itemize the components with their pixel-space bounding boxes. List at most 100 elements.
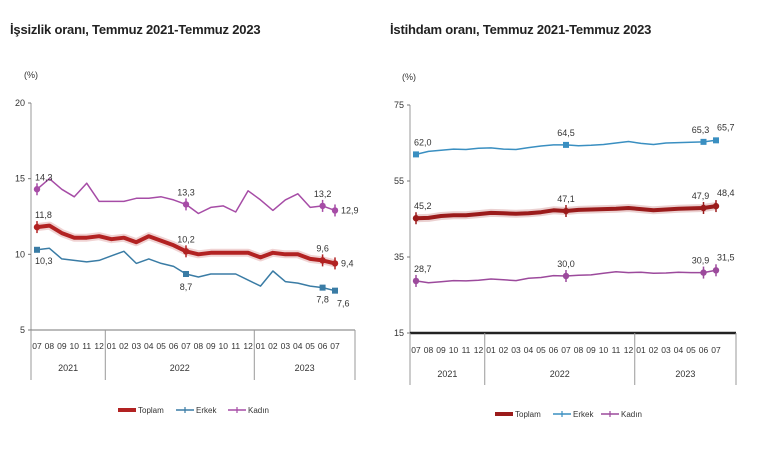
x-tick-label: 07 xyxy=(330,341,340,351)
employment-chart-title: İstihdam oranı, Temmuz 2021-Temmuz 2023 xyxy=(390,22,652,37)
x-tick-label: 09 xyxy=(57,341,67,351)
data-point-marker xyxy=(563,141,569,148)
y-tick-label: 20 xyxy=(15,98,25,108)
x-tick-label: 07 xyxy=(32,341,42,351)
x-tick-label: 09 xyxy=(436,345,446,355)
data-point-marker xyxy=(332,287,338,294)
x-tick-label: 11 xyxy=(612,345,621,355)
x-tick-label: 02 xyxy=(499,345,509,355)
data-point-marker xyxy=(700,138,707,145)
x-tick-label: 12 xyxy=(243,341,253,351)
y-axis-unit-label: (%) xyxy=(24,70,38,80)
legend-label-toplam: Toplam xyxy=(138,406,164,415)
x-tick-label: 12 xyxy=(624,345,634,355)
x-tick-label: 08 xyxy=(574,345,584,355)
data-label: 28,7 xyxy=(414,264,432,274)
x-tick-label: 01 xyxy=(486,345,496,355)
x-tick-label: 05 xyxy=(305,341,315,351)
x-tick-label: 04 xyxy=(674,345,684,355)
unemployment-chart-title: İşsizlik oranı, Temmuz 2021-Temmuz 2023 xyxy=(10,22,261,37)
year-label: 2021 xyxy=(58,363,78,373)
data-label: 13,2 xyxy=(314,189,332,199)
data-label: 62,0 xyxy=(414,137,432,147)
data-label: 65,7 xyxy=(717,122,735,132)
x-tick-label: 10 xyxy=(70,341,80,351)
x-tick-label: 02 xyxy=(268,341,278,351)
y-tick-label: 15 xyxy=(394,328,404,338)
x-tick-label: 01 xyxy=(256,341,266,351)
data-label: 7,6 xyxy=(337,299,350,309)
data-point-marker xyxy=(413,151,419,158)
data-label: 14,3 xyxy=(35,172,53,182)
x-tick-label: 07 xyxy=(561,345,571,355)
x-tick-label: 06 xyxy=(318,341,328,351)
x-tick-label: 02 xyxy=(119,341,129,351)
data-label: 30,9 xyxy=(692,256,710,266)
data-label: 10,3 xyxy=(35,256,53,266)
year-label: 2023 xyxy=(675,369,695,379)
data-label: 30,0 xyxy=(557,259,575,269)
y-tick-label: 10 xyxy=(15,249,25,259)
data-label: 11,8 xyxy=(35,210,52,220)
x-tick-label: 04 xyxy=(293,341,303,351)
legend-label-erkek: Erkek xyxy=(573,410,594,419)
y-tick-label: 35 xyxy=(394,252,404,262)
data-label: 9,6 xyxy=(316,243,329,253)
x-tick-label: 07 xyxy=(181,341,191,351)
x-tick-label: 06 xyxy=(699,345,709,355)
year-label: 2022 xyxy=(170,363,190,373)
x-tick-label: 01 xyxy=(636,345,646,355)
data-point-marker xyxy=(713,137,719,144)
data-label: 9,4 xyxy=(341,258,354,268)
x-tick-label: 03 xyxy=(511,345,521,355)
year-label: 2022 xyxy=(550,369,570,379)
x-tick-label: 06 xyxy=(169,341,179,351)
x-tick-label: 11 xyxy=(82,341,91,351)
data-label: 48,4 xyxy=(717,188,735,198)
y-tick-label: 75 xyxy=(394,100,404,110)
data-label: 7,8 xyxy=(316,295,329,305)
x-tick-label: 05 xyxy=(686,345,696,355)
data-label: 47,1 xyxy=(557,194,575,204)
data-label: 8,7 xyxy=(180,282,193,292)
data-label: 64,5 xyxy=(557,128,575,138)
x-tick-label: 08 xyxy=(194,341,204,351)
x-tick-label: 12 xyxy=(474,345,484,355)
data-point-marker xyxy=(319,284,326,291)
year-label: 2023 xyxy=(295,363,315,373)
y-tick-label: 55 xyxy=(394,176,404,186)
data-label: 45,2 xyxy=(414,201,432,211)
data-label: 13,3 xyxy=(177,187,195,197)
data-point-marker xyxy=(183,271,189,278)
x-tick-label: 01 xyxy=(107,341,117,351)
x-tick-label: 11 xyxy=(231,341,240,351)
y-tick-label: 15 xyxy=(15,174,25,184)
x-tick-label: 07 xyxy=(411,345,421,355)
y-axis-unit-label: (%) xyxy=(402,72,416,82)
x-tick-label: 09 xyxy=(206,341,216,351)
x-tick-label: 04 xyxy=(144,341,154,351)
x-tick-label: 05 xyxy=(536,345,546,355)
legend-label-erkek: Erkek xyxy=(196,406,217,415)
x-tick-label: 10 xyxy=(599,345,609,355)
x-tick-label: 12 xyxy=(94,341,104,351)
x-tick-label: 11 xyxy=(462,345,471,355)
x-tick-label: 05 xyxy=(156,341,166,351)
legend-label-toplam: Toplam xyxy=(515,410,541,419)
data-label: 47,9 xyxy=(692,191,710,201)
data-label: 10,2 xyxy=(177,234,195,244)
x-tick-label: 02 xyxy=(649,345,659,355)
legend-label-kadın: Kadın xyxy=(621,410,642,419)
x-tick-label: 03 xyxy=(132,341,142,351)
y-tick-label: 5 xyxy=(20,325,25,335)
data-label: 31,5 xyxy=(717,252,735,262)
data-label: 12,9 xyxy=(341,205,359,215)
x-tick-label: 10 xyxy=(449,345,459,355)
x-tick-label: 03 xyxy=(661,345,671,355)
x-tick-label: 06 xyxy=(549,345,559,355)
data-label: 65,3 xyxy=(692,125,710,135)
data-point-marker xyxy=(34,246,40,253)
x-tick-label: 04 xyxy=(524,345,534,355)
